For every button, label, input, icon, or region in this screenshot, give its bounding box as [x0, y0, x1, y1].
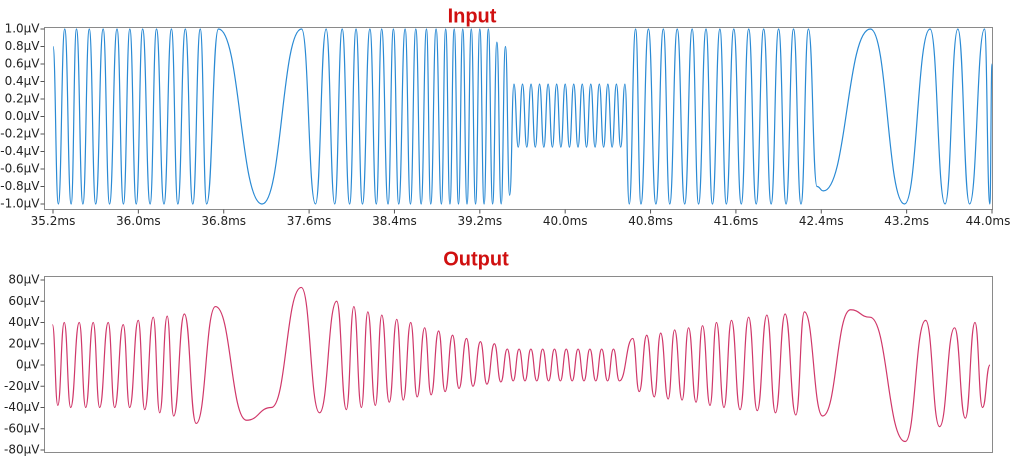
y-tick-label: 0.4µV — [5, 74, 41, 88]
x-tick-label: 37.6ms — [287, 214, 332, 228]
waveform-trace — [51, 286, 991, 443]
y-tick-label: 60µV — [8, 294, 40, 308]
y-tick-label: -0.8µV — [0, 179, 40, 193]
x-tick-label: 35.2ms — [31, 214, 76, 228]
x-tick-label: 43.2ms — [884, 214, 929, 228]
x-tick-label: 40.0ms — [543, 214, 588, 228]
y-tick-label: 0.2µV — [5, 92, 41, 106]
y-tick-label: 20µV — [8, 336, 40, 350]
y-tick-label: 0.6µV — [5, 57, 41, 71]
x-tick-label: 39.2ms — [457, 214, 502, 228]
y-tick-label: -20µV — [4, 379, 40, 393]
chart-title: Output — [443, 248, 509, 270]
y-tick-label: -0.2µV — [0, 127, 40, 141]
x-tick-label: 41.6ms — [714, 214, 759, 228]
x-tick-label: 36.8ms — [201, 214, 246, 228]
x-tick-label: 44.0ms — [966, 214, 1011, 228]
y-tick-label: -0.6µV — [0, 162, 40, 176]
y-tick-label: 0µV — [16, 358, 40, 372]
x-tick-label: 38.4ms — [372, 214, 417, 228]
waveform-trace — [52, 28, 993, 205]
x-tick-label: 36.0ms — [116, 214, 161, 228]
y-tick-label: -60µV — [4, 421, 40, 435]
y-tick-label: 80µV — [8, 273, 40, 287]
x-tick-label: 42.4ms — [799, 214, 844, 228]
y-tick-label: 1.0µV — [5, 22, 41, 36]
y-tick-label: -40µV — [4, 400, 40, 414]
y-tick-label: 0.0µV — [5, 109, 41, 123]
x-tick-label: 40.8ms — [628, 214, 673, 228]
y-tick-label: -0.4µV — [0, 144, 40, 158]
y-tick-label: -80µV — [4, 443, 40, 457]
chart-title: Input — [448, 5, 497, 27]
y-tick-label: -1.0µV — [0, 197, 40, 211]
plot-frame — [44, 276, 993, 453]
plot-frame — [44, 27, 993, 210]
y-tick-label: 0.8µV — [5, 39, 41, 53]
y-tick-label: 40µV — [8, 315, 40, 329]
